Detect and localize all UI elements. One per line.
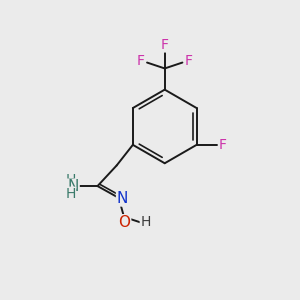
Text: F: F (136, 54, 145, 68)
Text: F: F (161, 38, 169, 52)
Text: H: H (65, 172, 76, 187)
Text: O: O (118, 215, 130, 230)
Text: N: N (117, 191, 128, 206)
Text: H: H (140, 215, 151, 229)
Text: H: H (65, 187, 76, 201)
Text: F: F (219, 138, 227, 152)
Text: F: F (185, 54, 193, 68)
Text: N: N (68, 179, 79, 194)
